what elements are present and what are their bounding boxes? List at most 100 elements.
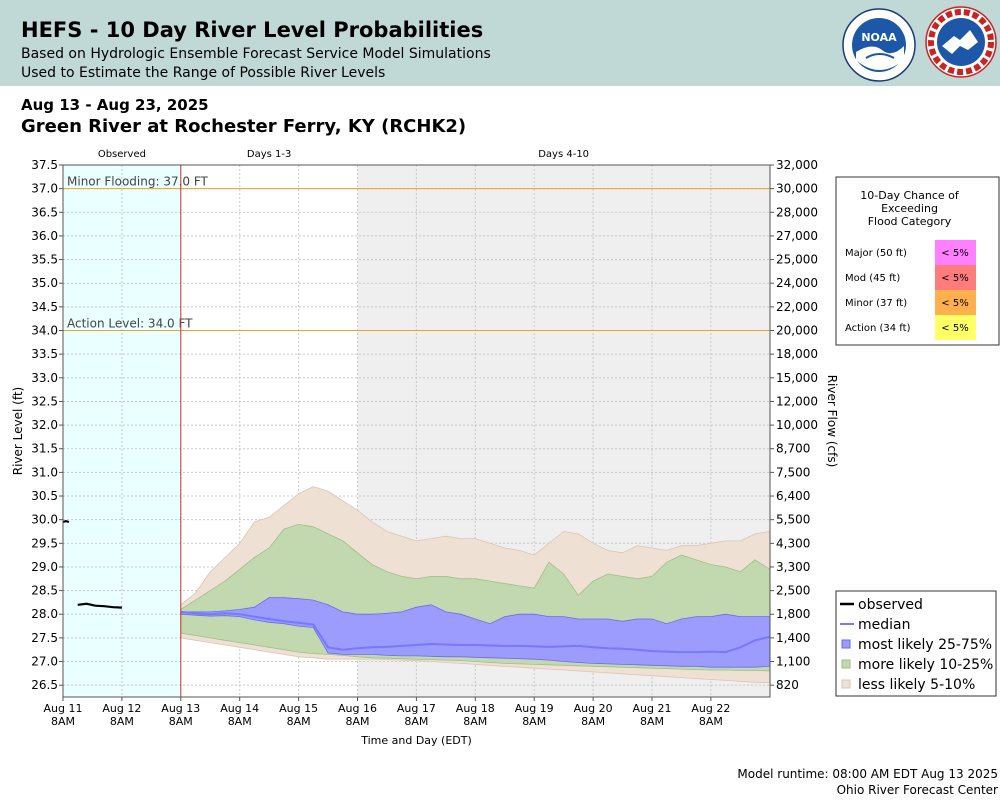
plot-axes: Observed Days 1-3 Days 4-10 26.5 820 27.0 1,10… bbox=[11, 149, 839, 747]
y2-tick-label: 20,000 bbox=[776, 324, 818, 338]
threshold-label: Minor Flooding: 37.0 FT bbox=[67, 175, 209, 189]
forecast-center: Ohio River Forecast Center bbox=[836, 783, 998, 797]
x-tick-sublabel: 8AM bbox=[169, 715, 193, 728]
y2-tick-label: 4,300 bbox=[776, 536, 810, 550]
model-runtime: Model runtime: 08:00 AM EDT Aug 13 2025 bbox=[737, 767, 998, 781]
forecast-lines: Minor Flooding: 37.0 FT Action Level: 34.… bbox=[62, 165, 771, 697]
y2-tick-label: 28,000 bbox=[776, 205, 818, 219]
y2-tick-label: 820 bbox=[776, 678, 799, 692]
y2-tick-label: 32,000 bbox=[776, 158, 818, 172]
x-tick-sublabel: 8AM bbox=[287, 715, 311, 728]
x-tick-label: Aug 15 bbox=[279, 702, 318, 715]
y-tick-label: 27.5 bbox=[31, 631, 58, 645]
y-tick-label: 31.0 bbox=[31, 465, 58, 479]
x-tick-label: Aug 21 bbox=[633, 702, 672, 715]
y2-tick-label: 12,000 bbox=[776, 394, 818, 408]
y2-tick-label: 8,700 bbox=[776, 442, 810, 456]
flood-category-label: Major (50 ft) bbox=[845, 248, 907, 259]
region-label: Days 4-10 bbox=[538, 149, 589, 160]
y2-tick-label: 3,300 bbox=[776, 560, 810, 574]
y-axis-title: River Level (ft) bbox=[11, 387, 25, 475]
legend-label: median bbox=[858, 617, 910, 633]
flood-table-title: 10-Day Chance of bbox=[860, 189, 960, 202]
y2-tick-label: 5,500 bbox=[776, 513, 810, 527]
flood-category-label: Minor (37 ft) bbox=[845, 298, 907, 309]
y-tick-label: 36.0 bbox=[31, 229, 58, 243]
y-tick-label: 30.0 bbox=[31, 513, 58, 527]
x-tick-sublabel: 8AM bbox=[51, 715, 75, 728]
observed-line bbox=[77, 602, 122, 609]
y-tick-label: 26.5 bbox=[31, 678, 58, 692]
y-tick-label: 30.5 bbox=[31, 489, 58, 503]
flood-category-value: < 5% bbox=[941, 298, 968, 309]
y2-tick-label: 1,800 bbox=[776, 607, 810, 621]
x-tick-label: Aug 20 bbox=[574, 702, 613, 715]
page-subtitle-1: Based on Hydrologic Ensemble Forecast Se… bbox=[21, 46, 491, 62]
noaa-logo-text: NOAA bbox=[861, 31, 897, 44]
y2-tick-label: 1,400 bbox=[776, 631, 810, 645]
probability-bands bbox=[180, 486, 771, 684]
header-banner: HEFS - 10 Day River Level Probabilities … bbox=[0, 0, 1000, 86]
y-tick-label: 32.5 bbox=[31, 394, 58, 408]
x-tick-label: Aug 16 bbox=[338, 702, 377, 715]
flood-table-title: Flood Category bbox=[868, 215, 952, 228]
y-tick-label: 35.5 bbox=[31, 253, 58, 267]
y2-axis-title: River Flow (cfs) bbox=[825, 375, 839, 468]
noaa-logo: NOAA bbox=[842, 8, 916, 82]
y2-tick-label: 24,000 bbox=[776, 276, 818, 290]
x-axis-title: Time and Day (EDT) bbox=[360, 734, 472, 747]
y-tick-label: 28.0 bbox=[31, 607, 58, 621]
x-tick-sublabel: 8AM bbox=[581, 715, 605, 728]
y2-tick-label: 15,000 bbox=[776, 371, 818, 385]
threshold-label: Action Level: 34.0 FT bbox=[67, 317, 193, 331]
flood-category-swatch bbox=[935, 240, 976, 265]
y2-tick-label: 18,000 bbox=[776, 347, 818, 361]
flood-category-swatch bbox=[935, 290, 976, 315]
y-tick-label: 32.0 bbox=[31, 418, 58, 432]
x-tick-sublabel: 8AM bbox=[640, 715, 664, 728]
y2-tick-label: 25,000 bbox=[776, 253, 818, 267]
y-tick-label: 28.5 bbox=[31, 584, 58, 598]
y-tick-label: 29.5 bbox=[31, 536, 58, 550]
x-tick-sublabel: 8AM bbox=[228, 715, 252, 728]
flood-category-value: < 5% bbox=[941, 273, 968, 284]
flood-category-swatch bbox=[935, 265, 976, 290]
y2-tick-label: 6,400 bbox=[776, 489, 810, 503]
y-tick-label: 33.5 bbox=[31, 347, 58, 361]
legend-label: observed bbox=[858, 597, 923, 613]
legend-swatch bbox=[841, 679, 851, 689]
date-range: Aug 13 - Aug 23, 2025 bbox=[21, 96, 209, 114]
legend-label: less likely 5-10% bbox=[858, 677, 975, 693]
y-tick-label: 37.0 bbox=[31, 182, 58, 196]
legend-label: most likely 25-75% bbox=[858, 637, 992, 653]
flood-category-value: < 5% bbox=[941, 248, 968, 259]
x-tick-sublabel: 8AM bbox=[699, 715, 723, 728]
x-tick-sublabel: 8AM bbox=[463, 715, 487, 728]
legend-swatch bbox=[841, 659, 851, 669]
x-tick-label: Aug 22 bbox=[691, 702, 730, 715]
y2-tick-label: 10,000 bbox=[776, 418, 818, 432]
y2-tick-label: 1,100 bbox=[776, 655, 810, 669]
page-subtitle-2: Used to Estimate the Range of Possible R… bbox=[21, 65, 386, 81]
y-tick-label: 27.0 bbox=[31, 655, 58, 669]
y2-tick-label: 2,500 bbox=[776, 584, 810, 598]
flood-category-swatch bbox=[935, 315, 976, 340]
hefs-chart: Minor Flooding: 37.0 FT Action Level: 34.… bbox=[11, 149, 1000, 747]
chart-legend: observed median most likely 25-75% more lik… bbox=[835, 590, 997, 697]
x-tick-sublabel: 8AM bbox=[345, 715, 369, 728]
observed-line bbox=[62, 519, 70, 524]
x-tick-label: Aug 17 bbox=[397, 702, 436, 715]
x-tick-label: Aug 18 bbox=[456, 702, 495, 715]
region-label: Observed bbox=[98, 149, 146, 160]
median-line bbox=[180, 610, 771, 654]
x-tick-sublabel: 8AM bbox=[522, 715, 546, 728]
y-tick-label: 36.5 bbox=[31, 205, 58, 219]
y-tick-label: 29.0 bbox=[31, 560, 58, 574]
x-tick-label: Aug 11 bbox=[44, 702, 83, 715]
legend-box bbox=[835, 590, 997, 697]
y2-tick-label: 22,000 bbox=[776, 300, 818, 314]
x-tick-label: Aug 13 bbox=[161, 702, 200, 715]
y-tick-label: 31.5 bbox=[31, 442, 58, 456]
y-tick-label: 37.5 bbox=[31, 158, 58, 172]
